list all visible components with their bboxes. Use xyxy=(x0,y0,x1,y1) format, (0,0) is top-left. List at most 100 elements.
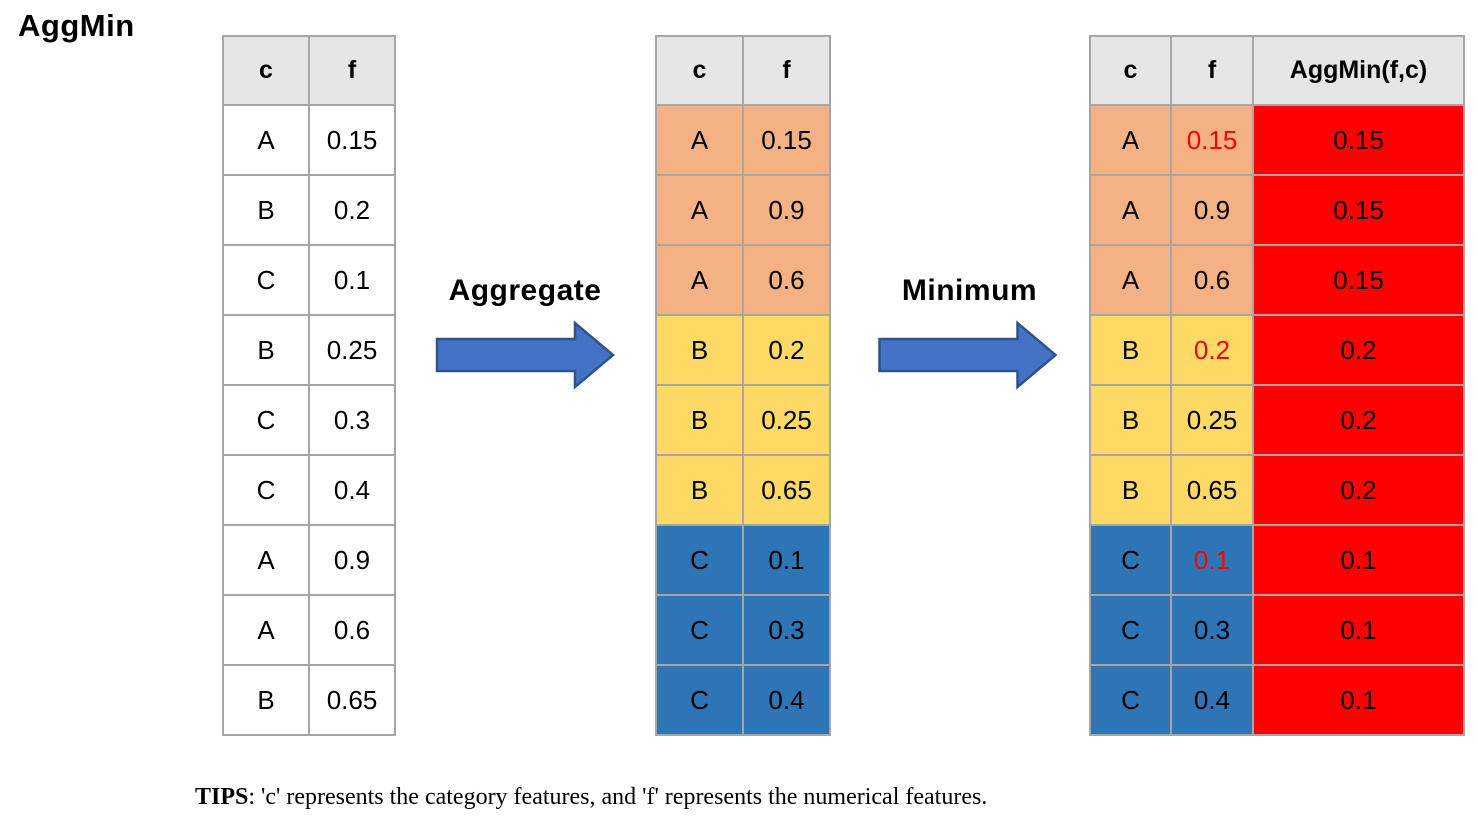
page-title: AggMin xyxy=(18,8,135,43)
cell-c: A xyxy=(1089,244,1172,316)
table-row: B 0.65 0.2 xyxy=(1089,454,1465,526)
table-row: C 0.4 xyxy=(655,664,831,736)
table-row: B 0.2 0.2 xyxy=(1089,314,1465,386)
cell-f: 0.2 xyxy=(1170,314,1254,386)
cell-c: B xyxy=(655,314,744,386)
header-row: c f AggMin(f,c) xyxy=(1089,35,1465,106)
cell-f: 0.65 xyxy=(742,454,831,526)
cell-f: 0.2 xyxy=(742,314,831,386)
result-table: c f AggMin(f,c) A 0.15 0.15 A 0.9 0.15 A 0.6 0.15 B 0… xyxy=(1089,35,1465,736)
aggregated-table: c f A 0.15 A 0.9 A 0.6 B 0.2 B 0.25 B 0.65 C 0.1 C 0.3 C 0.… xyxy=(655,35,831,736)
header-cell: f xyxy=(308,35,396,106)
table-row: B 0.2 xyxy=(655,314,831,386)
table-row: B 0.25 0.2 xyxy=(1089,384,1465,456)
cell-f: 0.4 xyxy=(308,454,396,526)
cell-f: 0.15 xyxy=(742,104,831,176)
cell-f: 0.25 xyxy=(1170,384,1254,456)
aggregate-arrow-icon xyxy=(435,320,615,390)
cell-c: B xyxy=(222,314,310,386)
cell-c: C xyxy=(222,244,310,316)
cell-f: 0.65 xyxy=(1170,454,1254,526)
cell-c: B xyxy=(222,664,310,736)
cell-f: 0.6 xyxy=(1170,244,1254,316)
header-cell: AggMin(f,c) xyxy=(1252,35,1465,106)
cell-f: 0.25 xyxy=(742,384,831,456)
cell-aggmin: 0.1 xyxy=(1252,524,1465,596)
cell-f: 0.4 xyxy=(1170,664,1254,736)
cell-c: B xyxy=(1089,454,1172,526)
cell-c: A xyxy=(655,244,744,316)
cell-c: A xyxy=(222,594,310,666)
table-row: B 0.25 xyxy=(655,384,831,456)
table-row: C 0.3 xyxy=(655,594,831,666)
header-cell: c xyxy=(655,35,744,106)
cell-c: B xyxy=(655,384,744,456)
header-cell: c xyxy=(1089,35,1172,106)
table-row: B 0.65 xyxy=(655,454,831,526)
cell-c: A xyxy=(222,104,310,176)
cell-f: 0.6 xyxy=(742,244,831,316)
cell-f: 0.1 xyxy=(742,524,831,596)
cell-c: B xyxy=(1089,384,1172,456)
cell-c: A xyxy=(222,524,310,596)
cell-f: 0.3 xyxy=(742,594,831,666)
table-row: B 0.25 xyxy=(222,314,396,386)
cell-f: 0.15 xyxy=(308,104,396,176)
tips-note: TIPS: 'c' represents the category featur… xyxy=(195,784,987,811)
cell-aggmin: 0.2 xyxy=(1252,314,1465,386)
cell-f: 0.9 xyxy=(1170,174,1254,246)
table-row: C 0.4 xyxy=(222,454,396,526)
cell-c: C xyxy=(222,454,310,526)
table-row: C 0.4 0.1 xyxy=(1089,664,1465,736)
table-row: A 0.6 xyxy=(655,244,831,316)
table-row: A 0.15 xyxy=(222,104,396,176)
tips-label: TIPS xyxy=(195,784,249,810)
table-row: A 0.15 0.15 xyxy=(1089,104,1465,176)
cell-c: A xyxy=(1089,174,1172,246)
table-row: A 0.9 xyxy=(222,524,396,596)
cell-f: 0.4 xyxy=(742,664,831,736)
cell-c: A xyxy=(655,174,744,246)
cell-c: A xyxy=(655,104,744,176)
cell-c: C xyxy=(222,384,310,456)
cell-f: 0.9 xyxy=(742,174,831,246)
table-row: A 0.9 0.15 xyxy=(1089,174,1465,246)
header-cell: c xyxy=(222,35,310,106)
table-row: C 0.1 xyxy=(655,524,831,596)
cell-f: 0.9 xyxy=(308,524,396,596)
cell-f: 0.6 xyxy=(308,594,396,666)
table-row: B 0.2 xyxy=(222,174,396,246)
cell-c: C xyxy=(655,594,744,666)
cell-c: C xyxy=(1089,664,1172,736)
cell-c: A xyxy=(1089,104,1172,176)
cell-f: 0.3 xyxy=(1170,594,1254,666)
table-row: C 0.1 0.1 xyxy=(1089,524,1465,596)
minimum-arrow-icon xyxy=(878,320,1058,390)
cell-aggmin: 0.15 xyxy=(1252,104,1465,176)
cell-f: 0.1 xyxy=(308,244,396,316)
cell-c: C xyxy=(1089,524,1172,596)
cell-f: 0.2 xyxy=(308,174,396,246)
cell-c: C xyxy=(655,524,744,596)
cell-c: C xyxy=(655,664,744,736)
table-row: C 0.3 0.1 xyxy=(1089,594,1465,666)
table-row: C 0.3 xyxy=(222,384,396,456)
table-row: B 0.65 xyxy=(222,664,396,736)
header-cell: f xyxy=(1170,35,1254,106)
table-row: A 0.6 xyxy=(222,594,396,666)
cell-f: 0.1 xyxy=(1170,524,1254,596)
cell-c: B xyxy=(1089,314,1172,386)
cell-c: C xyxy=(1089,594,1172,666)
cell-aggmin: 0.1 xyxy=(1252,664,1465,736)
cell-aggmin: 0.15 xyxy=(1252,174,1465,246)
table-row: A 0.6 0.15 xyxy=(1089,244,1465,316)
minimum-label: Minimum xyxy=(901,274,1038,307)
tips-text: : 'c' represents the category features, … xyxy=(248,784,988,810)
cell-f: 0.65 xyxy=(308,664,396,736)
cell-f: 0.3 xyxy=(308,384,396,456)
table-row: A 0.15 xyxy=(655,104,831,176)
aggregate-label: Aggregate xyxy=(448,274,602,307)
